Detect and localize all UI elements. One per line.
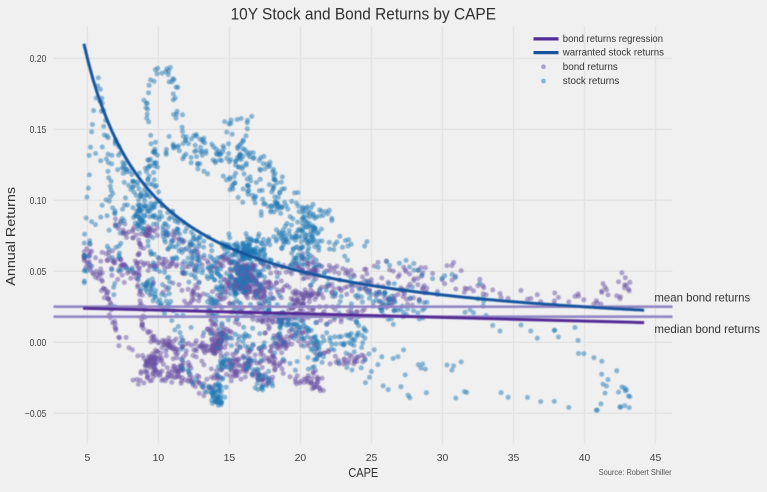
svg-text:Annual Returns: Annual Returns: [3, 186, 18, 285]
svg-text:25: 25: [366, 453, 378, 464]
svg-text:40: 40: [579, 453, 591, 464]
svg-text:15: 15: [224, 453, 236, 464]
svg-text:bond returns: bond returns: [563, 62, 618, 73]
svg-text:Source: Robert Shiller: Source: Robert Shiller: [599, 468, 672, 477]
svg-text:0.00: 0.00: [30, 338, 47, 349]
svg-text:CAPE: CAPE: [348, 465, 378, 480]
svg-text:10: 10: [153, 453, 165, 464]
svg-text:mean bond returns: mean bond returns: [654, 291, 750, 305]
svg-text:stock returns: stock returns: [563, 76, 620, 87]
svg-text:bond returns regression: bond returns regression: [563, 34, 663, 45]
svg-text:5: 5: [85, 453, 91, 464]
svg-text:20: 20: [295, 453, 307, 464]
svg-text:35: 35: [508, 453, 520, 464]
svg-text:warranted stock returns: warranted stock returns: [562, 48, 664, 59]
svg-text:0.10: 0.10: [30, 196, 47, 207]
svg-text:median bond returns: median bond returns: [654, 322, 760, 336]
svg-text:10Y Stock and Bond Returns by: 10Y Stock and Bond Returns by CAPE: [231, 6, 497, 24]
svg-text:0.05: 0.05: [30, 267, 47, 278]
svg-text:0.20: 0.20: [30, 54, 47, 65]
svg-text:0.15: 0.15: [30, 125, 47, 136]
svg-text:−0.05: −0.05: [25, 409, 47, 420]
svg-text:45: 45: [650, 453, 662, 464]
svg-text:30: 30: [437, 453, 449, 464]
